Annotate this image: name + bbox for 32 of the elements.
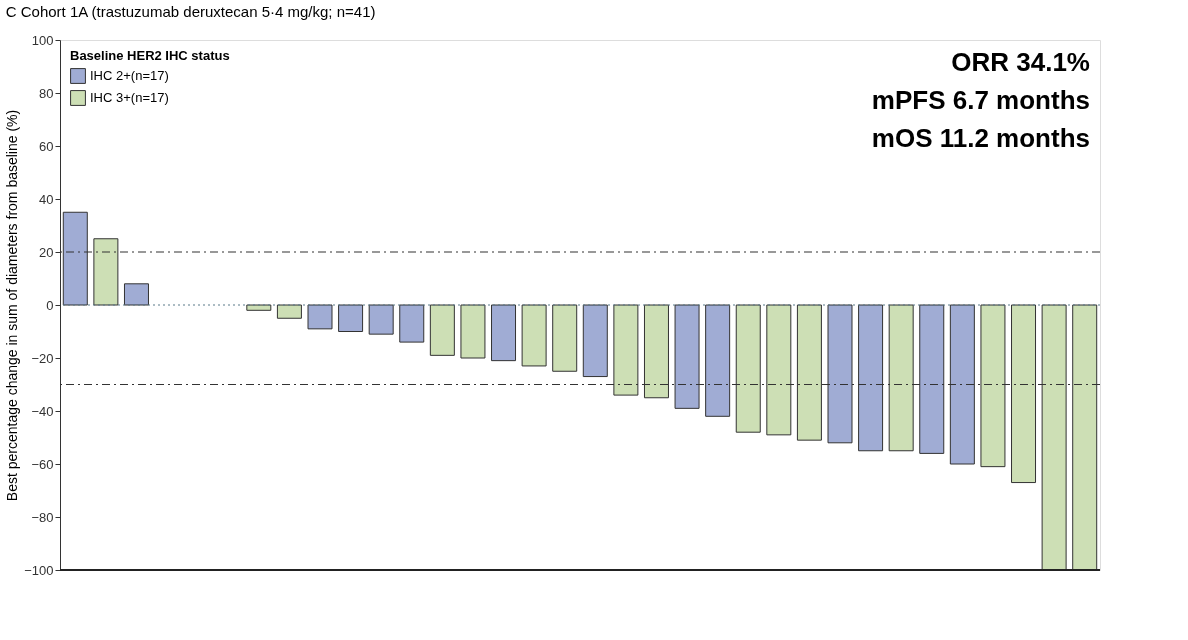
y-axis-title: Best percentage change in sum of diameters from baseline (%) (4, 109, 21, 502)
bar (338, 304, 364, 332)
bar (399, 304, 425, 343)
y-tick-label: 40 (39, 191, 54, 207)
bar (246, 304, 272, 311)
y-tick-label: −60 (31, 456, 54, 472)
y-tick-label: −20 (31, 350, 54, 366)
chart-title: C Cohort 1A (trastuzumab deruxtecan 5·4 mg/kg; n=41) (5, 3, 376, 20)
y-tick-label: 100 (31, 32, 54, 48)
annotation: ORR 34.1% (951, 47, 1090, 77)
bar (521, 304, 547, 367)
bar (552, 304, 578, 372)
annotation: mOS 11.2 months (871, 123, 1090, 153)
bar (460, 304, 486, 359)
y-tick-label: 20 (39, 244, 54, 260)
annotation: mPFS 6.7 months (871, 85, 1090, 115)
bar (429, 304, 455, 356)
bar (491, 304, 517, 362)
y-tick-label: 80 (39, 85, 54, 101)
bar (123, 283, 149, 306)
bar (582, 304, 608, 378)
legend-label: IHC 3+(n=17) (90, 90, 169, 105)
y-tick-label: −80 (31, 509, 54, 525)
y-tick-label: −40 (31, 403, 54, 419)
legend-label: IHC 2+(n=17) (90, 68, 169, 83)
y-tick-label: 0 (46, 297, 54, 313)
y-tick-label: −100 (24, 562, 54, 578)
legend-title: Baseline HER2 IHC status (70, 48, 230, 63)
bar (307, 304, 333, 330)
bar (368, 304, 394, 335)
bar (276, 304, 302, 319)
y-tick-label: 60 (39, 138, 54, 154)
